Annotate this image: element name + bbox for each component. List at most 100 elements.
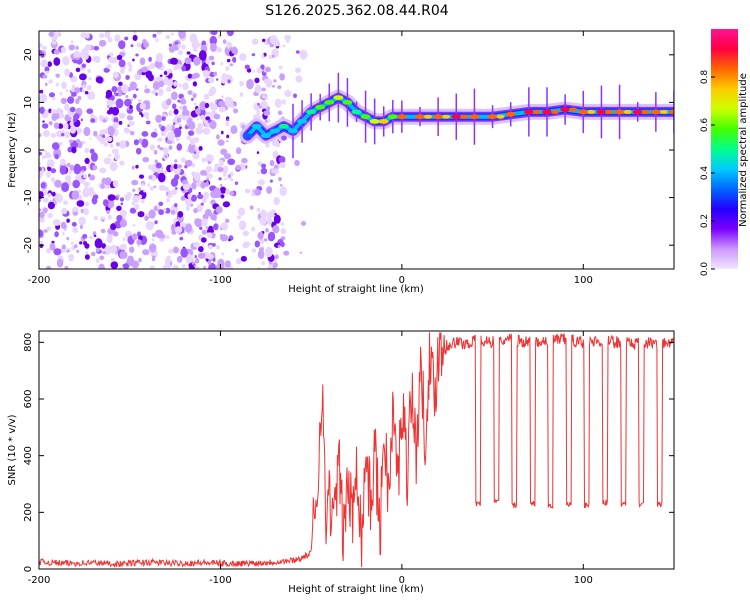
noise-dot xyxy=(62,56,70,66)
noise-dot xyxy=(115,98,124,109)
noise-dot xyxy=(121,49,125,53)
noise-dot xyxy=(236,215,242,220)
noise-dot xyxy=(226,31,234,37)
noise-dot xyxy=(54,195,61,202)
noise-dot xyxy=(85,186,88,189)
noise-dot xyxy=(227,79,231,84)
noise-dot xyxy=(181,222,186,227)
noise-dot xyxy=(126,255,135,266)
noise-dot xyxy=(149,265,155,269)
noise-dot xyxy=(158,185,166,191)
noise-dot xyxy=(196,204,203,213)
snr-y-tick-label: 200 xyxy=(23,503,34,522)
noise-dot xyxy=(100,183,105,190)
noise-dot xyxy=(279,186,287,197)
noise-dot xyxy=(52,96,56,101)
noise-dot xyxy=(208,225,213,231)
noise-dot xyxy=(70,40,74,44)
noise-dot xyxy=(265,228,269,233)
noise-dot xyxy=(51,113,58,121)
noise-dot xyxy=(193,264,197,268)
noise-dot xyxy=(182,179,189,185)
noise-dot xyxy=(66,236,70,241)
noise-dot xyxy=(67,162,71,167)
noise-dot xyxy=(251,38,259,45)
noise-dot xyxy=(185,125,188,129)
noise-dot xyxy=(209,35,217,46)
noise-dot xyxy=(50,109,58,115)
noise-dot xyxy=(232,56,237,63)
noise-dot xyxy=(119,140,127,149)
noise-dot xyxy=(120,197,124,202)
noise-dot xyxy=(117,86,123,93)
noise-dot xyxy=(68,253,75,262)
trace-blob xyxy=(387,114,398,120)
noise-dot xyxy=(119,160,125,166)
noise-dot xyxy=(167,68,172,74)
noise-dot xyxy=(262,38,266,43)
noise-dot xyxy=(173,122,176,126)
noise-dot xyxy=(251,53,256,57)
trace-blob xyxy=(523,109,534,115)
noise-dot xyxy=(65,175,72,182)
noise-dot xyxy=(246,79,254,90)
noise-dot xyxy=(152,233,157,238)
noise-dot xyxy=(87,91,96,100)
noise-dot xyxy=(280,228,287,235)
noise-dot xyxy=(76,200,85,207)
noise-dot xyxy=(81,88,85,93)
noise-dot xyxy=(186,135,192,141)
noise-dot xyxy=(128,67,133,72)
noise-dot xyxy=(114,34,121,42)
noise-dot xyxy=(191,163,196,168)
noise-dot xyxy=(46,226,51,231)
noise-dot xyxy=(198,192,201,195)
noise-dot xyxy=(267,119,271,123)
noise-dot xyxy=(235,164,241,171)
noise-dot xyxy=(217,139,225,146)
noise-dot xyxy=(164,154,168,159)
noise-dot xyxy=(51,142,60,150)
noise-dot xyxy=(154,220,158,225)
noise-dot xyxy=(188,121,196,130)
noise-dot xyxy=(162,147,169,154)
spectrogram-ylabel: Frequency (Hz) xyxy=(7,112,18,188)
noise-dot xyxy=(54,231,59,238)
noise-dot xyxy=(239,80,244,87)
snr-frame xyxy=(38,330,675,570)
noise-dot xyxy=(154,149,158,155)
noise-dot xyxy=(216,245,220,250)
noise-dot xyxy=(216,134,220,140)
noise-dot xyxy=(230,125,238,134)
noise-dot xyxy=(42,74,48,79)
noise-dot xyxy=(195,149,201,155)
noise-dot xyxy=(212,225,218,230)
noise-dot xyxy=(158,123,162,128)
noise-dot xyxy=(209,42,218,52)
noise-dot xyxy=(179,236,184,241)
snr-y-tick-label: 0 xyxy=(23,566,34,572)
noise-dot xyxy=(254,84,262,94)
trace-blob xyxy=(496,114,505,119)
noise-dot xyxy=(206,232,213,239)
noise-dot xyxy=(127,124,130,127)
noise-dot xyxy=(281,99,286,105)
noise-dot xyxy=(72,179,80,189)
noise-dot xyxy=(239,53,247,61)
noise-dot xyxy=(126,107,130,110)
noise-dot xyxy=(194,146,198,151)
noise-dot xyxy=(110,261,119,269)
noise-dot xyxy=(117,91,123,97)
noise-dot xyxy=(159,74,163,78)
noise-dot xyxy=(143,189,146,193)
spectrogram-x-tick-label: -100 xyxy=(209,275,232,286)
noise-dot xyxy=(191,182,197,190)
noise-dot xyxy=(271,85,276,88)
noise-dot xyxy=(209,86,217,96)
noise-dot xyxy=(109,161,118,172)
noise-dot xyxy=(81,169,85,173)
noise-dot xyxy=(144,215,149,221)
noise-dot xyxy=(177,50,183,55)
noise-dot xyxy=(53,57,61,66)
noise-dot xyxy=(257,161,263,167)
